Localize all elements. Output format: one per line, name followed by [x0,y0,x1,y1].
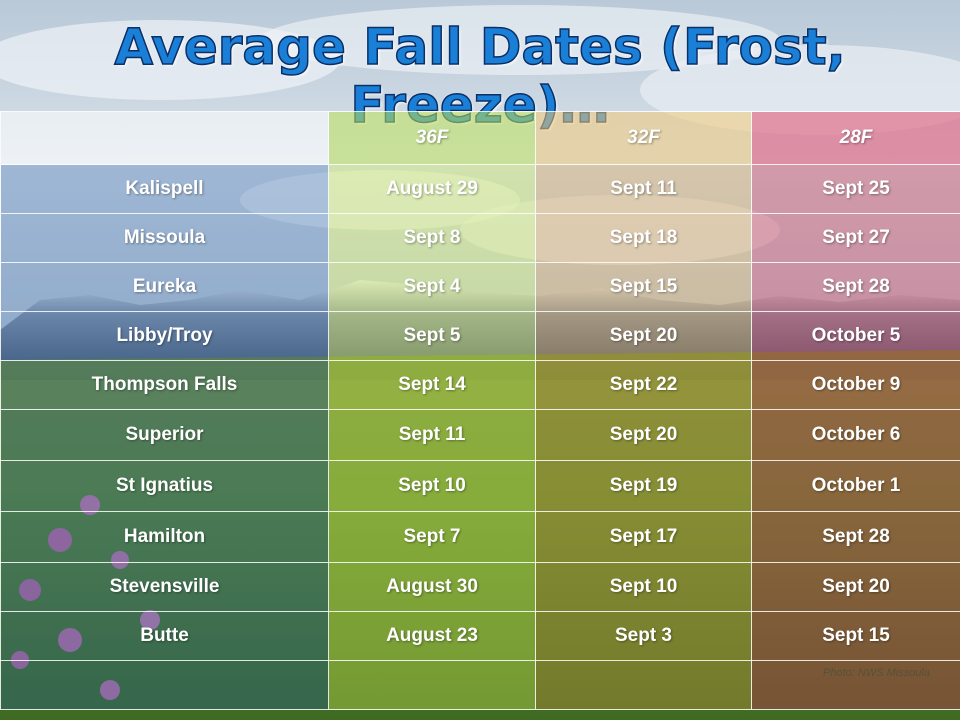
date-36f-cell: Sept 8 [328,213,536,263]
date-32f-cell: Sept 15 [535,262,752,312]
date-36f-cell: August 23 [328,611,536,661]
date-36f-cell: Sept 5 [328,311,536,361]
table-row: Eureka Sept 4 Sept 15 Sept 28 [0,262,960,312]
location-cell: Missoula [0,213,329,263]
date-36f-cell: Sept 11 [328,409,536,461]
date-32f-cell: Sept 22 [535,360,752,410]
table-row: Superior Sept 11 Sept 20 October 6 [0,409,960,461]
date-32f-cell: Sept 20 [535,409,752,461]
header-32f: 32F [535,111,752,165]
table-row: St Ignatius Sept 10 Sept 19 October 1 [0,460,960,512]
date-32f-cell: Sept 3 [535,611,752,661]
location-cell: Stevensville [0,562,329,612]
date-36f-cell: August 30 [328,562,536,612]
date-36f-cell: August 29 [328,164,536,214]
date-36f-cell: Sept 14 [328,360,536,410]
date-36f-cell: Sept 7 [328,511,536,563]
frost-dates-table: 36F 32F 28F Kalispell August 29 Sept 11 … [0,111,960,710]
location-cell: Libby/Troy [0,311,329,361]
table-row: Stevensville August 30 Sept 10 Sept 20 [0,562,960,612]
location-cell: Eureka [0,262,329,312]
table-row: Thompson Falls Sept 14 Sept 22 October 9 [0,360,960,410]
date-28f-cell: Sept 15 [751,611,960,661]
header-location [0,111,329,165]
table-row-empty: Photo: NWS Missoula [0,660,960,710]
header-28f: 28F [751,111,960,165]
date-36f-cell: Sept 4 [328,262,536,312]
table-row: Missoula Sept 8 Sept 18 Sept 27 [0,213,960,263]
empty-cell [535,660,752,710]
date-32f-cell: Sept 10 [535,562,752,612]
location-cell: Butte [0,611,329,661]
date-28f-cell: Sept 28 [751,511,960,563]
location-cell: Kalispell [0,164,329,214]
empty-cell [0,660,329,710]
table-row: Libby/Troy Sept 5 Sept 20 October 5 [0,311,960,361]
date-28f-cell: Sept 25 [751,164,960,214]
table-row: Hamilton Sept 7 Sept 17 Sept 28 [0,511,960,563]
date-36f-cell: Sept 10 [328,460,536,512]
location-cell: St Ignatius [0,460,329,512]
header-row: 36F 32F 28F [0,111,960,165]
date-28f-cell: October 9 [751,360,960,410]
header-36f: 36F [328,111,536,165]
date-28f-cell: Sept 20 [751,562,960,612]
table-row: Kalispell August 29 Sept 11 Sept 25 [0,164,960,214]
date-28f-cell: Sept 27 [751,213,960,263]
location-cell: Superior [0,409,329,461]
photo-credit: Photo: NWS Missoula [823,667,930,679]
date-28f-cell: October 5 [751,311,960,361]
credit-cell: Photo: NWS Missoula [751,660,960,710]
table-row: Butte August 23 Sept 3 Sept 15 [0,611,960,661]
location-cell: Thompson Falls [0,360,329,410]
date-32f-cell: Sept 20 [535,311,752,361]
date-32f-cell: Sept 11 [535,164,752,214]
date-28f-cell: October 6 [751,409,960,461]
empty-cell [328,660,536,710]
date-28f-cell: October 1 [751,460,960,512]
date-32f-cell: Sept 18 [535,213,752,263]
date-28f-cell: Sept 28 [751,262,960,312]
location-cell: Hamilton [0,511,329,563]
date-32f-cell: Sept 17 [535,511,752,563]
date-32f-cell: Sept 19 [535,460,752,512]
